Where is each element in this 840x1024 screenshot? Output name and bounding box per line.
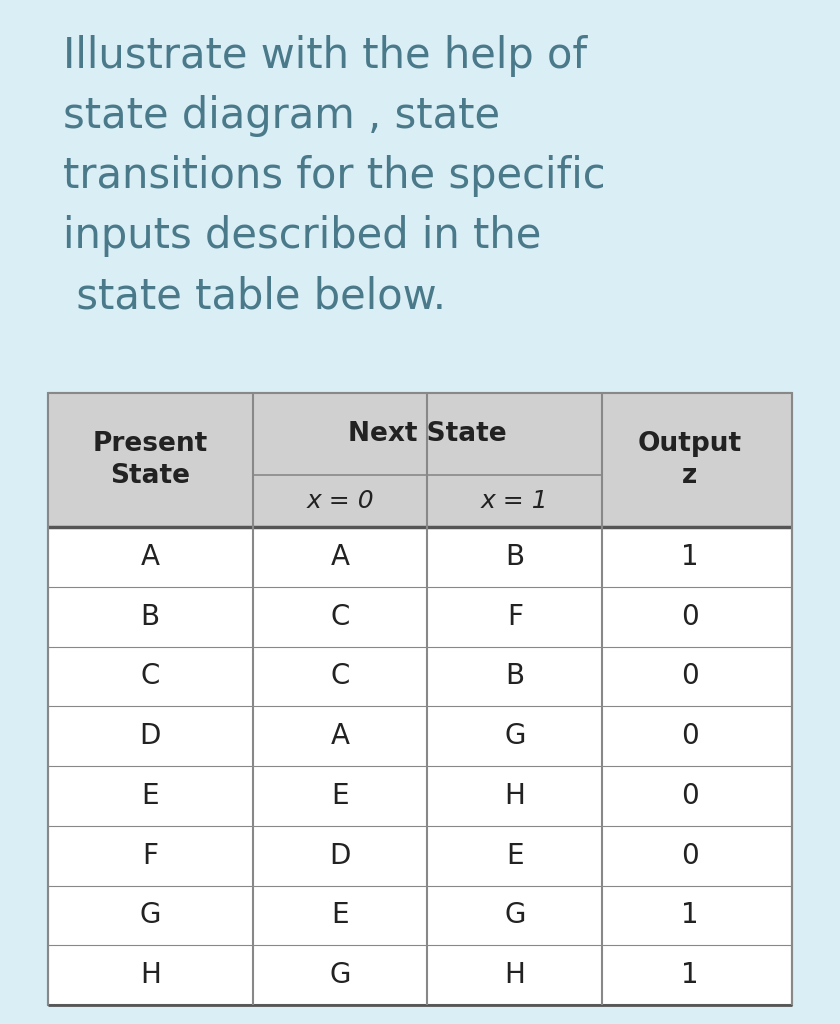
- Text: F: F: [507, 603, 522, 631]
- Text: G: G: [504, 901, 526, 930]
- Text: G: G: [139, 901, 161, 930]
- Text: H: H: [140, 962, 160, 989]
- Text: 0: 0: [681, 842, 699, 869]
- Text: 0: 0: [681, 722, 699, 751]
- Text: B: B: [141, 603, 160, 631]
- Text: x = 0: x = 0: [307, 489, 374, 513]
- Text: Output
z: Output z: [638, 431, 742, 489]
- Text: E: E: [141, 782, 159, 810]
- Text: 0: 0: [681, 663, 699, 690]
- Text: D: D: [329, 842, 351, 869]
- Text: D: D: [139, 722, 161, 751]
- Text: Illustrate with the help of
state diagram , state
transitions for the specific
i: Illustrate with the help of state diagra…: [63, 35, 606, 317]
- Text: A: A: [141, 543, 160, 570]
- Text: G: G: [329, 962, 351, 989]
- Bar: [48, 393, 792, 1005]
- Text: H: H: [505, 782, 525, 810]
- Text: C: C: [330, 663, 349, 690]
- Text: E: E: [331, 901, 349, 930]
- Bar: [48, 393, 792, 527]
- Text: C: C: [330, 603, 349, 631]
- Text: G: G: [504, 722, 526, 751]
- Text: E: E: [506, 842, 523, 869]
- Text: Present
State: Present State: [92, 431, 208, 489]
- Text: B: B: [506, 663, 524, 690]
- Text: Next State: Next State: [348, 421, 507, 447]
- Text: A: A: [330, 543, 349, 570]
- Text: H: H: [505, 962, 525, 989]
- Text: 1: 1: [681, 901, 699, 930]
- Text: 1: 1: [681, 962, 699, 989]
- Text: 0: 0: [681, 603, 699, 631]
- Text: E: E: [331, 782, 349, 810]
- Text: 1: 1: [681, 543, 699, 570]
- Text: A: A: [330, 722, 349, 751]
- Text: F: F: [142, 842, 158, 869]
- Text: 0: 0: [681, 782, 699, 810]
- Text: C: C: [140, 663, 160, 690]
- Text: x = 1: x = 1: [481, 489, 549, 513]
- Text: B: B: [506, 543, 524, 570]
